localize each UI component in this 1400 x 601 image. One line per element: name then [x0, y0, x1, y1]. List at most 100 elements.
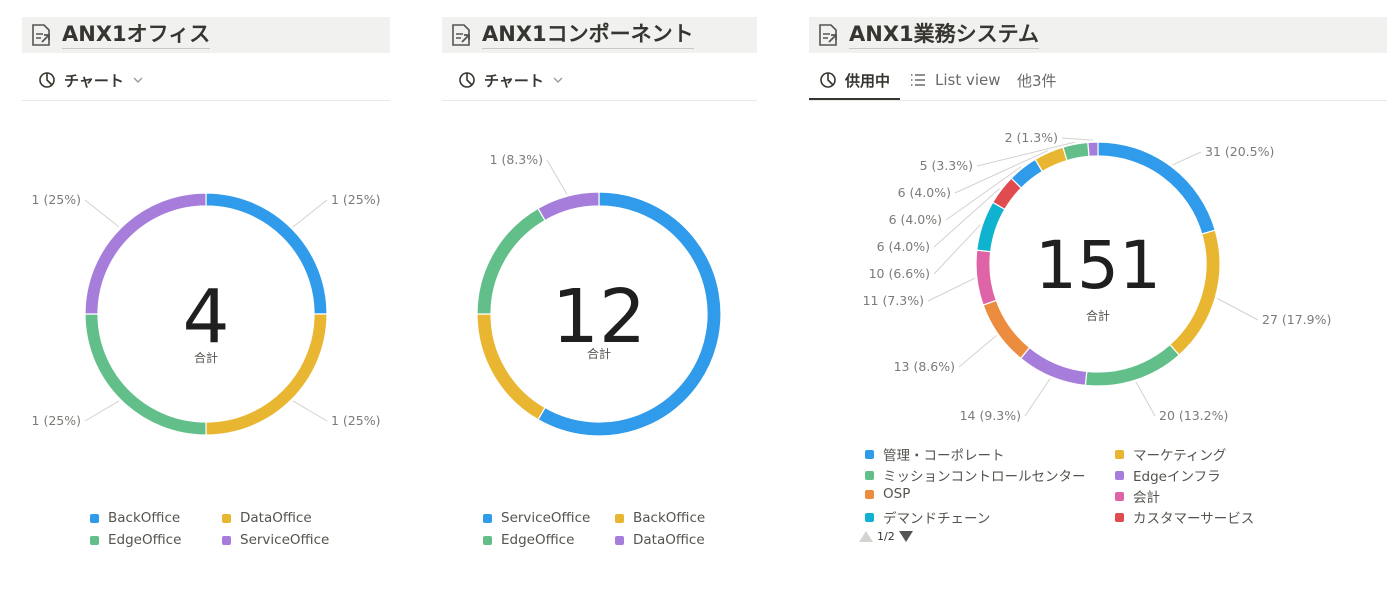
- slice-label-leader: [546, 159, 568, 195]
- slice-label-leader: [84, 400, 120, 422]
- legend-prev-page-button[interactable]: [859, 531, 873, 542]
- slice-data-label: 2 (1.3%): [1005, 130, 1058, 145]
- slice-label-leader: [1172, 151, 1202, 166]
- total-count: 4: [182, 274, 229, 360]
- donut-chart: 31 (20.5%) 27 (17.9%) 20 (13.2%) 14 (9.3%) 1…: [863, 130, 1332, 423]
- donut-chart: 1 (25%) 1 (25%) 1 (25%) 1 (25%) 4合計: [32, 192, 380, 436]
- legend-label: DataOffice: [240, 510, 312, 526]
- legend-swatch: [865, 512, 874, 522]
- slice-data-label: 10 (6.6%): [869, 266, 930, 281]
- legend-label: BackOffice: [108, 510, 181, 526]
- slice-data-label: 6 (4.0%): [877, 239, 930, 254]
- donut-slice[interactable]: [1084, 343, 1181, 387]
- donut-slice[interactable]: [982, 299, 1031, 360]
- legend-item[interactable]: デマンドチェーン: [865, 507, 990, 527]
- legend-label: Edgeインフラ: [1133, 469, 1221, 485]
- legend-item[interactable]: 会計: [1115, 486, 1160, 506]
- slice-label-leader: [945, 166, 1022, 221]
- panel-title[interactable]: ANX1業務システム: [849, 21, 1039, 49]
- legend-label: カスタマーサービス: [1133, 511, 1255, 527]
- slice-data-label: 6 (4.0%): [889, 212, 942, 227]
- legend-item[interactable]: BackOffice: [615, 510, 705, 526]
- tab-list-view[interactable]: List view: [909, 67, 1001, 93]
- legend-item[interactable]: OSP: [865, 486, 910, 502]
- legend-pagination: 1/2: [859, 530, 913, 543]
- legend-item[interactable]: カスタマーサービス: [1115, 507, 1254, 527]
- slice-data-label: 1 (25%): [331, 192, 380, 207]
- tab-more-views[interactable]: 他3件: [1017, 67, 1057, 93]
- legend-label: ミッションコントロールセンター: [883, 469, 1086, 485]
- legend-item[interactable]: ServiceOffice: [483, 510, 590, 526]
- legend-label: マーケティング: [1133, 448, 1227, 464]
- legend-item[interactable]: ミッションコントロールセンター: [865, 465, 1086, 485]
- pie-chart-icon: [39, 72, 55, 88]
- legend-swatch: [483, 535, 492, 545]
- legend-swatch: [615, 535, 624, 545]
- chart-panel-business-system: ANX1業務システム 供用中 List view 他3件 31 (20.5%) 2…: [809, 0, 1387, 601]
- legend-item[interactable]: Edgeインフラ: [1115, 465, 1221, 485]
- donut-slice[interactable]: [537, 191, 600, 222]
- legend-swatch: [615, 513, 624, 523]
- slice-data-label: 27 (17.9%): [1262, 312, 1331, 327]
- tab-in-service[interactable]: 供用中: [819, 67, 890, 93]
- legend-swatch: [865, 489, 874, 499]
- donut-slice[interactable]: [84, 192, 207, 315]
- legend-item[interactable]: 管理・コーポレート: [865, 444, 1005, 464]
- donut-slice[interactable]: [1019, 346, 1088, 386]
- panel-header: ANX1業務システム: [809, 17, 1387, 53]
- chart-legend: BackOffice DataOffice EdgeOffice ServiceOff…: [90, 510, 390, 560]
- legend-label: EdgeOffice: [501, 532, 575, 548]
- slice-label-leader: [933, 224, 981, 275]
- legend-swatch: [90, 535, 99, 545]
- legend-item[interactable]: ServiceOffice: [222, 532, 329, 548]
- legend-page-indicator: 1/2: [877, 530, 895, 543]
- slice-label-leader: [292, 400, 328, 422]
- tab-chart[interactable]: チャート: [458, 67, 564, 93]
- donut-slice[interactable]: [1097, 141, 1216, 235]
- chevron-down-icon[interactable]: [552, 74, 564, 86]
- donut-slice[interactable]: [1087, 141, 1099, 158]
- total-count: 151: [1035, 227, 1161, 304]
- donut-slice[interactable]: [976, 201, 1006, 253]
- panel-title[interactable]: ANX1オフィス: [62, 21, 211, 49]
- slice-data-label: 5 (3.3%): [920, 158, 973, 173]
- slice-label-leader: [84, 199, 120, 228]
- legend-item[interactable]: BackOffice: [90, 510, 180, 526]
- legend-next-page-button[interactable]: [898, 531, 913, 542]
- chart-legend: 管理・コーポレート マーケティングミッションコントロールセンター Edgeインフラ O…: [865, 444, 1365, 530]
- slice-label-leader: [976, 141, 1076, 167]
- slice-label-leader: [1216, 297, 1259, 321]
- legend-item[interactable]: DataOffice: [615, 532, 705, 548]
- slice-data-label: 1 (25%): [32, 413, 81, 428]
- slice-label-leader: [933, 188, 1001, 248]
- legend-item[interactable]: EdgeOffice: [483, 532, 574, 548]
- chevron-down-icon[interactable]: [132, 74, 144, 86]
- legend-label: BackOffice: [633, 510, 706, 526]
- total-label: 合計: [587, 346, 611, 361]
- donut-slice[interactable]: [476, 313, 546, 421]
- legend-label: ServiceOffice: [501, 510, 591, 526]
- legend-item[interactable]: EdgeOffice: [90, 532, 181, 548]
- legend-item[interactable]: DataOffice: [222, 510, 312, 526]
- total-label: 合計: [194, 350, 218, 365]
- chart-panel-component: ANX1コンポーネント チャート 1 (8.3%) 12 合計 ServiceOff…: [442, 0, 757, 601]
- panel-title[interactable]: ANX1コンポーネント: [482, 21, 694, 49]
- donut-slice[interactable]: [1062, 141, 1090, 162]
- active-tab-indicator: [809, 98, 900, 100]
- donut-slice[interactable]: [975, 249, 998, 306]
- donut-slice[interactable]: [476, 207, 546, 315]
- legend-swatch: [222, 535, 231, 545]
- legend-swatch: [1115, 449, 1124, 459]
- legend-label: ServiceOffice: [240, 532, 330, 548]
- chart-panel-office: ANX1オフィス チャート 1 (25%) 1 (25%) 1 (25%) 1 (25…: [22, 0, 390, 601]
- slice-data-label: 14 (9.3%): [960, 408, 1021, 423]
- legend-item[interactable]: マーケティング: [1115, 444, 1226, 464]
- tab-chart[interactable]: チャート: [38, 67, 144, 93]
- legend-label: DataOffice: [633, 532, 705, 548]
- donut-slice[interactable]: [1169, 229, 1221, 356]
- pie-chart-icon: [820, 72, 836, 88]
- slice-label-leader: [1061, 137, 1093, 141]
- legend-label: デマンドチェーン: [883, 511, 991, 527]
- panel-header: ANX1コンポーネント: [442, 17, 757, 53]
